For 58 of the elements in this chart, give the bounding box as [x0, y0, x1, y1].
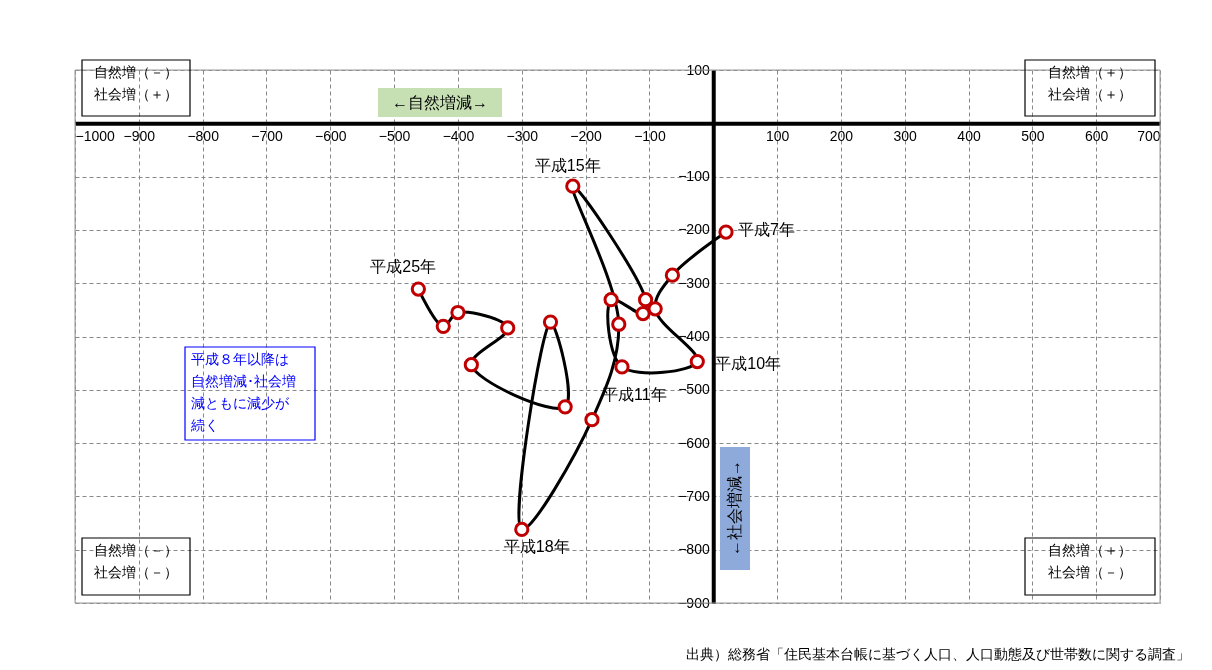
- point: [542, 314, 559, 330]
- point: [463, 357, 479, 373]
- x-tick-label: 700: [1137, 127, 1161, 144]
- y-tick-label: −900: [678, 594, 710, 611]
- y-tick-label: −600: [678, 434, 710, 451]
- point: [500, 320, 516, 336]
- x-tick-label: −100: [634, 127, 666, 144]
- x-tick-label: 400: [957, 127, 981, 144]
- point: [647, 301, 663, 317]
- annotation: 自然増（＋）社会増（＋）: [1048, 64, 1132, 102]
- x-tick-label: −600: [315, 127, 347, 144]
- point: [435, 318, 451, 334]
- annotation: 平成15年: [534, 157, 601, 175]
- point: [603, 292, 619, 308]
- point: [637, 292, 654, 308]
- point: [664, 267, 681, 283]
- source-note: 出典）総務省「住民基本台帳に基づく人口、人口動態及び世帯数に関する調査」: [686, 646, 1190, 662]
- point: [557, 399, 573, 415]
- x-tick-label: −500: [378, 127, 411, 144]
- point: [614, 359, 630, 375]
- y-tick-label: −700: [678, 487, 710, 504]
- y-tick-label: −400: [678, 328, 710, 344]
- point: [718, 224, 734, 240]
- x-tick-label: 300: [893, 127, 918, 144]
- y-axis-title: ←社会増減→: [726, 460, 743, 556]
- x-tick-label: −700: [251, 127, 283, 144]
- x-tick-label: −300: [506, 127, 539, 144]
- point: [450, 304, 466, 321]
- x-tick-label: 500: [1021, 127, 1045, 144]
- annotation: 平成7年: [738, 221, 795, 239]
- x-tick-label: −800: [187, 127, 220, 144]
- y-tick-label: −100: [678, 168, 710, 185]
- x-tick-label: 100: [765, 127, 790, 144]
- annotation: 平成18年: [503, 538, 570, 556]
- point: [514, 521, 530, 538]
- y-tick-label: −300: [678, 274, 710, 291]
- point: [410, 281, 426, 297]
- x-tick-label: −900: [123, 127, 156, 144]
- y-tick-label: 100: [686, 61, 710, 78]
- x-tick-label: 200: [829, 127, 854, 144]
- point: [635, 305, 651, 322]
- y-tick-label: −500: [678, 381, 710, 398]
- point: [584, 412, 600, 428]
- x-tick-label: −1000: [75, 127, 116, 144]
- x-tick-label: −400: [442, 127, 475, 144]
- annotation: 自然増（－）社会増（＋）: [94, 64, 178, 102]
- x-tick-label: 600: [1085, 127, 1109, 144]
- annotation: 平成25年: [370, 258, 437, 276]
- y-tick-label: −800: [678, 541, 710, 558]
- y-tick-label: −200: [678, 221, 710, 238]
- annotation: 平成８年以降は自然増減･社会増減ともに減少が続く: [190, 351, 296, 433]
- annotation: 自然増（＋）社会増（－）: [1048, 542, 1132, 580]
- x-tick-label: −200: [570, 127, 603, 144]
- x-axis-title: ←自然増減→: [392, 94, 488, 111]
- point: [689, 353, 705, 370]
- point: [565, 178, 581, 194]
- point: [611, 316, 627, 332]
- annotation: 自然増（－）社会増（－）: [94, 542, 178, 580]
